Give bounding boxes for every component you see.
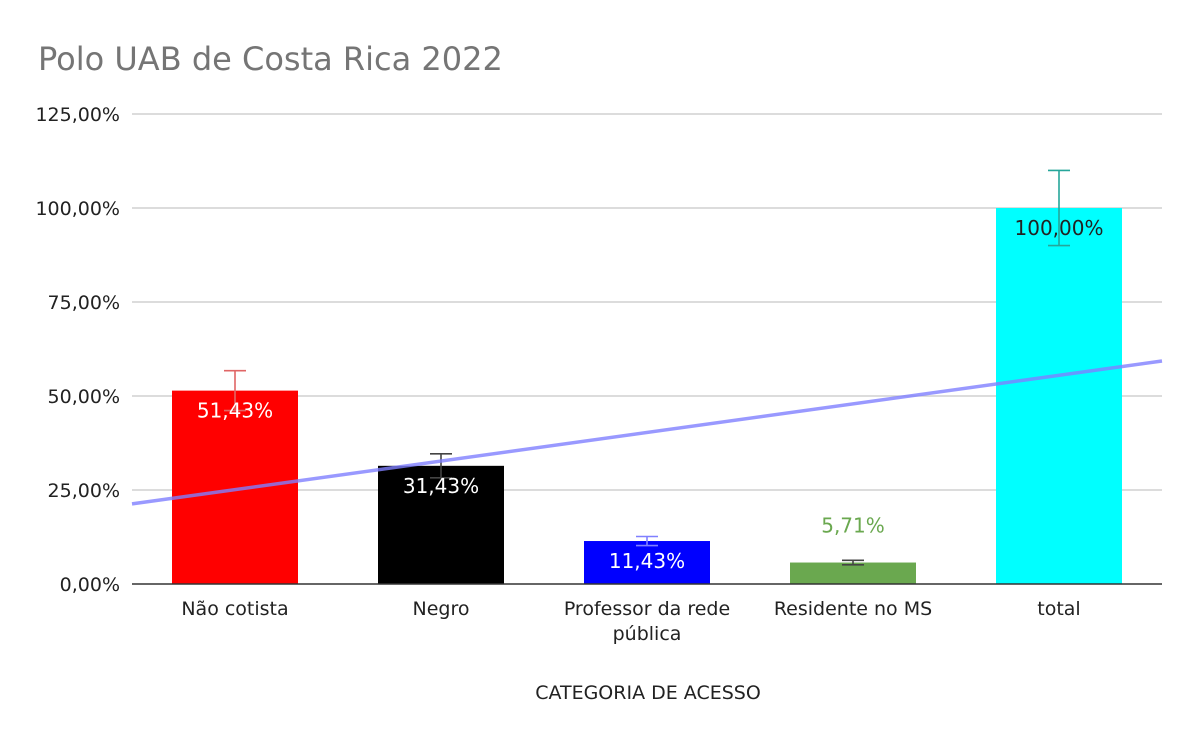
gridlines: [132, 113, 1162, 491]
x-axis-category-labels: Não cotista Negro Professor da rede pública…: [181, 598, 1080, 645]
trendline: [131, 359, 1163, 506]
bar: [378, 465, 504, 584]
data-label: 31,43%: [403, 474, 479, 498]
y-tick-label: 100,00%: [35, 198, 120, 220]
y-tick-label: 25,00%: [48, 480, 120, 502]
category-label: total: [1037, 598, 1080, 620]
data-label: 51,43%: [197, 399, 273, 423]
x-axis-title: CATEGORIA DE ACESSO: [535, 682, 761, 704]
bar: [172, 390, 298, 584]
category-label: Professor da rede: [564, 598, 730, 620]
bars: [172, 208, 1122, 584]
category-label: Não cotista: [181, 598, 288, 620]
y-tick-label: 50,00%: [48, 386, 120, 408]
bar: [584, 541, 710, 584]
y-tick-label: 0,00%: [60, 574, 120, 596]
data-labels: 51,43% 31,43% 11,43% 5,71% 100,00%: [197, 216, 1104, 573]
data-label: 100,00%: [1015, 216, 1104, 240]
error-bars: [224, 169, 1070, 566]
category-label: pública: [613, 623, 682, 645]
y-tick-label: 125,00%: [35, 104, 120, 126]
data-label: 5,71%: [821, 514, 885, 538]
data-label: 11,43%: [609, 549, 685, 573]
chart-title: Polo UAB de Costa Rica 2022: [38, 40, 503, 78]
category-label: Residente no MS: [774, 598, 932, 620]
y-axis-tick-labels: 0,00% 25,00% 50,00% 75,00% 100,00% 125,00%: [35, 104, 120, 596]
trendline-group: [131, 359, 1163, 506]
y-tick-label: 75,00%: [48, 292, 120, 314]
category-label: Negro: [413, 598, 470, 620]
bar: [996, 208, 1122, 584]
bar: [790, 562, 916, 584]
